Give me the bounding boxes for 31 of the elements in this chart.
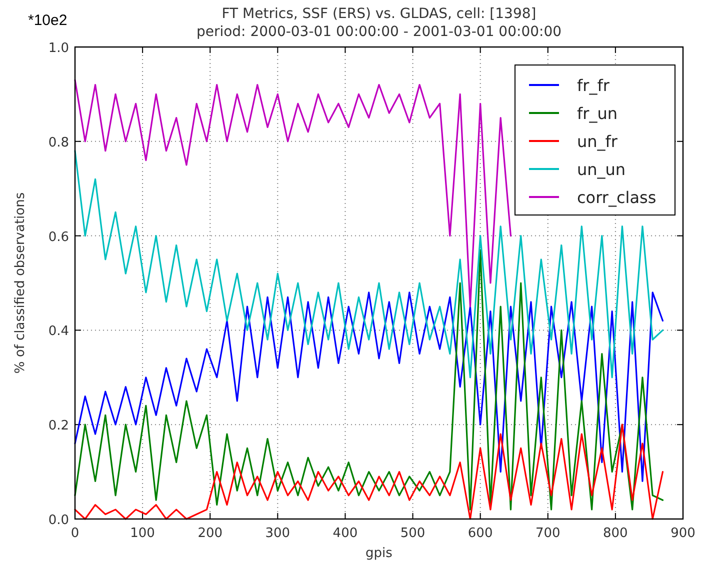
x-tick-label: 600 xyxy=(468,526,493,541)
legend-label: un_un xyxy=(577,160,626,179)
line-series xyxy=(74,249,664,510)
line-series xyxy=(74,79,512,308)
chart-title: FT Metrics, SSF (ERS) vs. GLDAS, cell: [1398] xyxy=(222,6,536,22)
y-tick-label: 0.6 xyxy=(48,230,69,245)
y-tick-label: 0.8 xyxy=(48,135,69,150)
y-tick-label: 0.2 xyxy=(48,418,69,434)
x-tick-label: 200 xyxy=(198,526,223,541)
x-tick-label: 300 xyxy=(265,526,290,541)
x-tick-label: 100 xyxy=(130,526,155,541)
y-tick-label: 1.0 xyxy=(48,41,69,56)
y-tick-label: 0.0 xyxy=(48,513,69,528)
x-tick-label: 0 xyxy=(70,526,80,541)
x-axis-title: gpis xyxy=(366,546,393,561)
text: *10e2 xyxy=(28,12,68,29)
x-tick-label: 900 xyxy=(670,526,696,541)
x-tick-label: 400 xyxy=(332,526,358,541)
chart-subtitle: period: 2000-03-01 00:00:00 - 2001-03-01 00:00:00 xyxy=(196,24,562,40)
y-tick-label: 0.4 xyxy=(48,324,69,340)
line-series xyxy=(74,150,664,378)
legend-label: corr_class xyxy=(577,188,656,207)
y-axis-title: % of classified observations xyxy=(13,192,28,374)
legend-label: un_fr xyxy=(577,132,618,151)
x-tick-label: 500 xyxy=(400,526,426,541)
line-series xyxy=(74,424,664,520)
legend-label: fr_un xyxy=(577,104,618,123)
x-tick-label: 700 xyxy=(535,526,560,541)
line-series xyxy=(74,292,664,482)
x-tick-label: 800 xyxy=(603,526,628,541)
legend-label: fr_fr xyxy=(577,76,610,95)
